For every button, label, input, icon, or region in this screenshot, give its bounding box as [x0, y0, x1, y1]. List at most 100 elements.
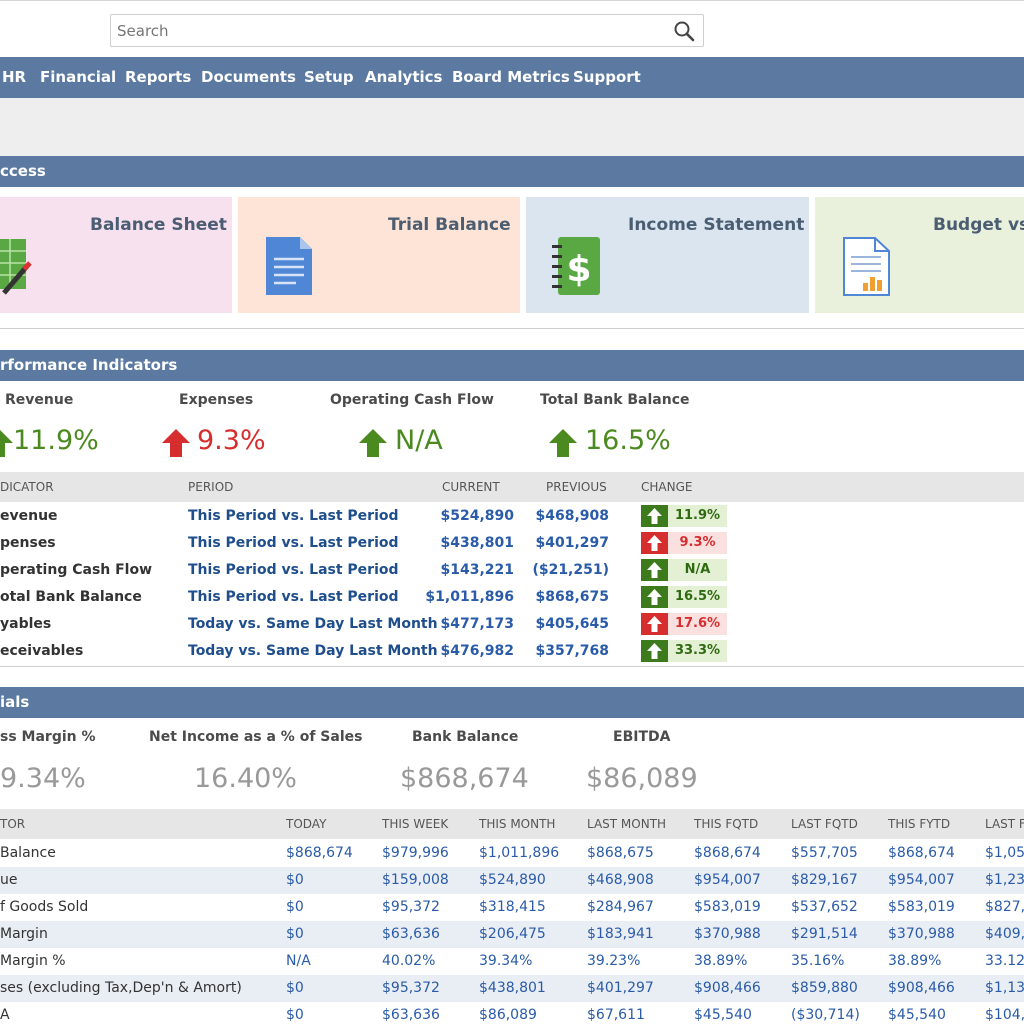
kpi-row-period-link[interactable]: Today vs. Same Day Last Month	[188, 643, 438, 659]
nav-documents[interactable]: Documents	[201, 68, 296, 86]
fin-row-value[interactable]: $537,652	[791, 899, 858, 915]
fin-row-value[interactable]: $0	[286, 1007, 304, 1023]
fin-row-value[interactable]: $67,611	[587, 1007, 645, 1023]
fin-row-value[interactable]: $159,008	[382, 872, 449, 888]
fin-label-ebitda: EBITDA	[613, 729, 671, 745]
kpi-label-total-bank-balance: Total Bank Balance	[540, 392, 690, 408]
tile-trial-balance[interactable]: Trial Balance	[238, 197, 520, 313]
nav-financial[interactable]: Financial	[40, 68, 117, 86]
tile-income-statement[interactable]: Income Statement $	[526, 197, 809, 313]
fin-row-value[interactable]: $868,674	[286, 845, 353, 861]
kpi-row-previous[interactable]: $405,645	[535, 616, 609, 632]
fin-row-value[interactable]: $284,967	[587, 899, 654, 915]
fin-row-value[interactable]: $908,466	[694, 980, 761, 996]
fin-row-value[interactable]: $438,801	[479, 980, 546, 996]
kpi-row-previous[interactable]: ($21,251)	[532, 562, 609, 578]
kpi-row-period-link[interactable]: Today vs. Same Day Last Month	[188, 616, 438, 632]
fin-row-value[interactable]: $409,8	[985, 926, 1024, 942]
fin-row-value[interactable]: $0	[286, 980, 304, 996]
fin-row-value[interactable]: $859,880	[791, 980, 858, 996]
kpi-row-period-link[interactable]: This Period vs. Last Period	[188, 535, 399, 551]
fin-row-value[interactable]: $979,996	[382, 845, 449, 861]
fin-row-value[interactable]: $468,908	[587, 872, 654, 888]
fin-row-value[interactable]: ($30,714)	[791, 1007, 860, 1023]
fin-row-value[interactable]: $954,007	[888, 872, 955, 888]
fin-value-ebitda: $86,089	[586, 763, 698, 794]
kpi-row-period-link[interactable]: This Period vs. Last Period	[188, 589, 399, 605]
fin-row-value[interactable]: $401,297	[587, 980, 654, 996]
kpi-row-current[interactable]: $476,982	[440, 643, 514, 659]
fin-row-value[interactable]: 39.23%	[587, 953, 641, 969]
fin-row-value[interactable]: $206,475	[479, 926, 546, 942]
fin-row-value[interactable]: $45,540	[888, 1007, 946, 1023]
search-input[interactable]	[111, 15, 671, 46]
fin-row-value[interactable]: $868,674	[694, 845, 761, 861]
kpi-row-previous[interactable]: $468,908	[535, 508, 609, 524]
search-icon[interactable]	[673, 20, 695, 42]
fin-row-value[interactable]: $183,941	[587, 926, 654, 942]
fin-row-value[interactable]: $63,636	[382, 1007, 440, 1023]
search-box[interactable]	[110, 14, 704, 47]
fin-row-value[interactable]: $45,540	[694, 1007, 752, 1023]
fin-row-value[interactable]: $0	[286, 926, 304, 942]
fin-row-value[interactable]: $86,089	[479, 1007, 537, 1023]
fin-row-value[interactable]: $95,372	[382, 899, 440, 915]
kpi-row-current[interactable]: $524,890	[440, 508, 514, 524]
fin-row-value[interactable]: $954,007	[694, 872, 761, 888]
nav-reports[interactable]: Reports	[125, 68, 192, 86]
fin-row-value[interactable]: $583,019	[888, 899, 955, 915]
kpi-label-operating-cash-flow: Operating Cash Flow	[330, 392, 494, 408]
fin-row-value[interactable]: 39.34%	[479, 953, 533, 969]
tile-budget-vs-actual[interactable]: Budget vs A	[815, 197, 1024, 313]
fin-row-value[interactable]: 40.02%	[382, 953, 436, 969]
fin-row-value[interactable]: $370,988	[694, 926, 761, 942]
kpi-row-previous[interactable]: $401,297	[535, 535, 609, 551]
fin-row-value[interactable]: $370,988	[888, 926, 955, 942]
nav-analytics[interactable]: Analytics	[365, 68, 443, 86]
fin-row-value[interactable]: $95,372	[382, 980, 440, 996]
kpi-row-current[interactable]: $477,173	[440, 616, 514, 632]
fin-row-value[interactable]: $557,705	[791, 845, 858, 861]
up-arrow-icon	[359, 429, 387, 457]
nav-support[interactable]: Support	[573, 68, 641, 86]
fin-row-value[interactable]: N/A	[286, 953, 311, 969]
fin-row-value[interactable]: $1,237	[985, 872, 1024, 888]
kpi-row-current[interactable]: $438,801	[440, 535, 514, 551]
fin-row-value[interactable]: $63,636	[382, 926, 440, 942]
fin-row-value[interactable]: $291,514	[791, 926, 858, 942]
fin-row-value[interactable]: $829,167	[791, 872, 858, 888]
fin-row-value[interactable]: $1,053	[985, 845, 1024, 861]
fin-row-value[interactable]: 35.16%	[791, 953, 845, 969]
tile-balance-sheet[interactable]: Balance Sheet	[0, 197, 232, 313]
fin-row-value[interactable]: 33.12%	[985, 953, 1024, 969]
fin-row-value[interactable]: $583,019	[694, 899, 761, 915]
fin-row-value[interactable]: $524,890	[479, 872, 546, 888]
fin-row-value[interactable]: $868,675	[587, 845, 654, 861]
fin-row-value[interactable]: $0	[286, 899, 304, 915]
nav-hr[interactable]: HR	[2, 68, 27, 86]
nav-setup[interactable]: Setup	[304, 68, 354, 86]
nav-board-metrics[interactable]: Board Metrics	[452, 68, 570, 86]
kpi-label-revenue: Revenue	[5, 392, 74, 408]
fin-row-value[interactable]: 38.89%	[888, 953, 942, 969]
fin-row-value[interactable]: $318,415	[479, 899, 546, 915]
kpi-row-current[interactable]: $143,221	[440, 562, 514, 578]
kpi-row-current[interactable]: $1,011,896	[425, 589, 514, 605]
kpi-row-indicator: evenue	[0, 508, 58, 524]
fin-row-value[interactable]: $908,466	[888, 980, 955, 996]
fin-row-value[interactable]: $0	[286, 872, 304, 888]
kpi-row-previous[interactable]: $868,675	[535, 589, 609, 605]
fin-row-value[interactable]: $104,5	[985, 1007, 1024, 1023]
fin-row-value[interactable]: $1,132	[985, 980, 1024, 996]
kpi-row-previous[interactable]: $357,768	[535, 643, 609, 659]
document-icon	[266, 237, 312, 295]
fin-row-value[interactable]: $868,674	[888, 845, 955, 861]
kpi-row-change-value: 11.9%	[668, 505, 727, 527]
fin-row-value[interactable]: $827,6	[985, 899, 1024, 915]
kpi-row-period-link[interactable]: This Period vs. Last Period	[188, 508, 399, 524]
kpi-row-period-link[interactable]: This Period vs. Last Period	[188, 562, 399, 578]
fin-row-value[interactable]: $1,011,896	[479, 845, 560, 861]
up-arrow-icon	[641, 532, 668, 554]
fin-row-value[interactable]: 38.89%	[694, 953, 748, 969]
kpi-row-change: 16.5%	[641, 586, 727, 608]
